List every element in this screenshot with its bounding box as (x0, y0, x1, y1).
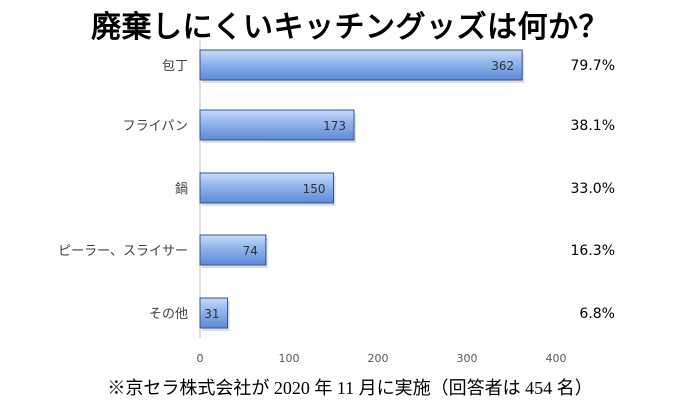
x-tick-label: 0 (197, 352, 204, 365)
percent-label: 16.3% (571, 243, 615, 259)
bar (199, 234, 267, 266)
category-label: フライパン (123, 119, 188, 134)
bar (199, 49, 523, 81)
bar (199, 172, 334, 204)
x-tick-label: 100 (279, 352, 300, 365)
x-tick-label: 200 (368, 352, 389, 365)
category-label: 包丁 (162, 59, 188, 74)
footnote: ※京セラ株式会社が 2020 年 11 月に実施（回答者は 454 名） (107, 378, 593, 398)
bar-value-label: 150 (303, 182, 326, 196)
bar (199, 297, 229, 329)
chart-title: 廃棄しにくいキッチングッズは何か？ (91, 10, 609, 45)
category-label: ピーラー、スライサー (58, 244, 188, 259)
x-tick-label: 400 (546, 352, 567, 365)
bar-value-label: 74 (243, 244, 258, 258)
bar-value-label: 362 (491, 59, 514, 73)
percent-label: 6.8% (579, 306, 615, 322)
bar-value-label: 173 (323, 119, 346, 133)
percent-label: 38.1% (571, 118, 615, 134)
bar-value-label: 31 (204, 307, 219, 321)
percent-label: 33.0% (571, 181, 615, 197)
category-label: その他 (149, 307, 188, 322)
category-label: 鍋 (175, 181, 188, 197)
bar (199, 109, 355, 141)
x-tick-label: 300 (457, 352, 478, 365)
percent-label: 79.7% (571, 58, 615, 74)
